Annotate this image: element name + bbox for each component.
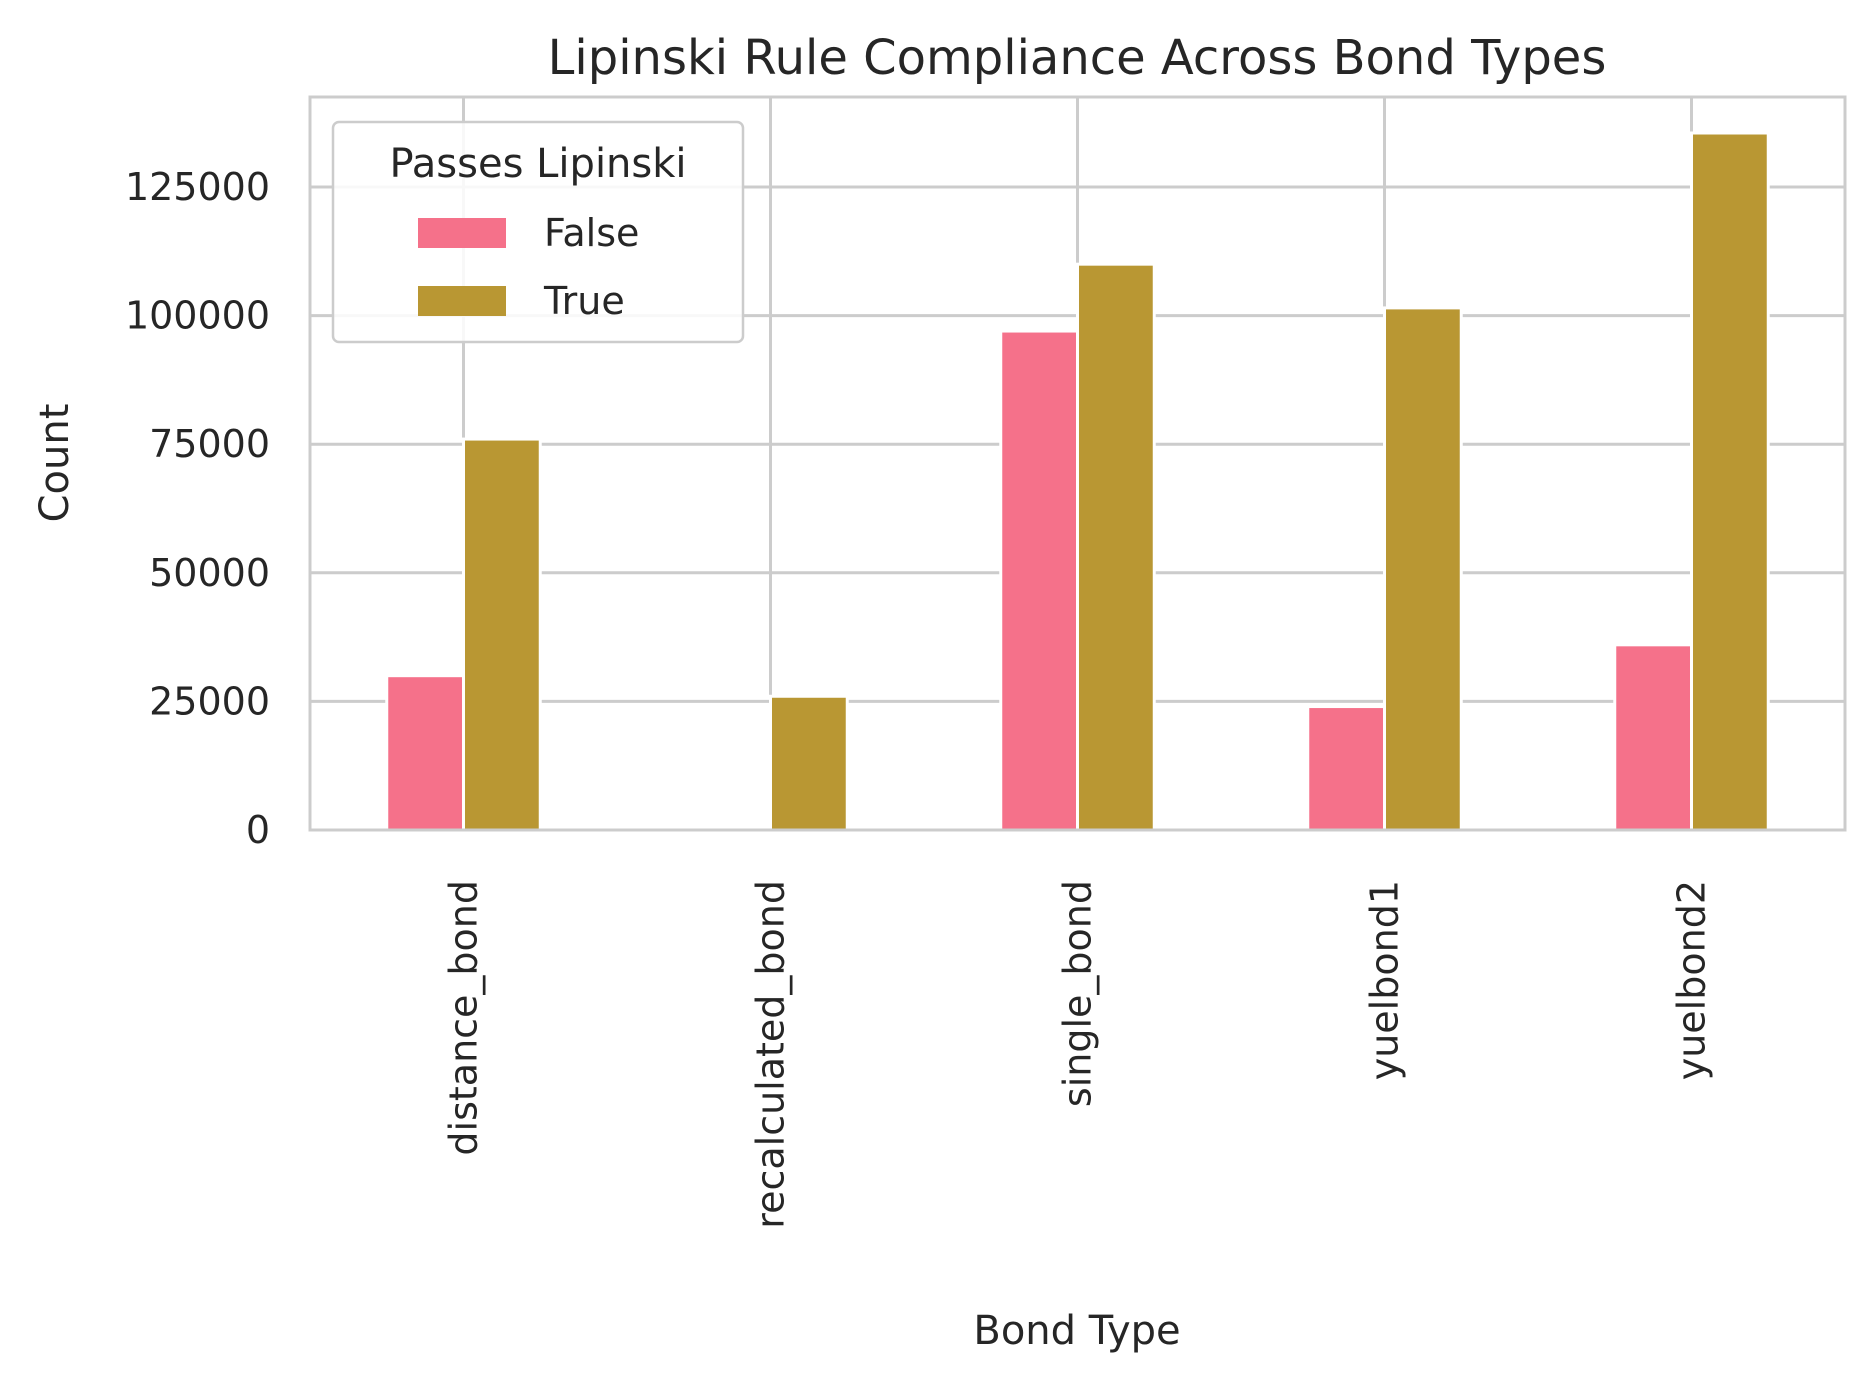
y-axis-label: Count bbox=[32, 404, 78, 523]
y-tick-label: 25000 bbox=[149, 679, 270, 723]
bar-false-distance_bond bbox=[385, 674, 465, 832]
bar-false-single_bond bbox=[999, 329, 1079, 832]
bars bbox=[385, 131, 1770, 832]
legend-label-false: False bbox=[544, 211, 639, 255]
legend-title: Passes Lipinski bbox=[389, 141, 686, 187]
legend-swatch-false bbox=[418, 218, 506, 248]
legend: Passes Lipinski False True bbox=[331, 120, 745, 344]
plot-frame bbox=[308, 95, 1847, 832]
y-tick-labels: 0 25000 50000 75000 100000 125000 bbox=[125, 165, 270, 852]
y-tick-label: 100000 bbox=[125, 294, 270, 338]
bar-true-recalculated_bond bbox=[769, 694, 849, 832]
bar-true-single_bond bbox=[1076, 262, 1156, 832]
x-axis-label: Bond Type bbox=[973, 1308, 1180, 1354]
bar-false-yuelbond1 bbox=[1306, 705, 1386, 832]
x-tick-label: distance_bond bbox=[442, 880, 486, 1156]
chart-title: Lipinski Rule Compliance Across Bond Typ… bbox=[548, 30, 1607, 86]
x-tick-label: yuelbond2 bbox=[1670, 880, 1714, 1080]
bar-true-yuelbond2 bbox=[1690, 131, 1770, 832]
bar-false-yuelbond2 bbox=[1613, 643, 1693, 832]
y-tick-label: 75000 bbox=[149, 422, 270, 466]
y-tick-label: 0 bbox=[246, 808, 270, 852]
legend-label-true: True bbox=[543, 279, 625, 323]
x-tick-label: single_bond bbox=[1056, 880, 1100, 1107]
x-tick-label: yuelbond1 bbox=[1363, 880, 1407, 1080]
y-tick-label: 50000 bbox=[149, 551, 270, 595]
y-tick-label: 125000 bbox=[125, 165, 270, 209]
x-tick-labels: distance_bond recalculated_bond single_bon… bbox=[442, 880, 1714, 1229]
bar-true-yuelbond1 bbox=[1383, 306, 1463, 832]
legend-swatch-true bbox=[418, 286, 506, 316]
x-tick-label: recalculated_bond bbox=[749, 880, 793, 1229]
bar-true-distance_bond bbox=[462, 437, 542, 832]
